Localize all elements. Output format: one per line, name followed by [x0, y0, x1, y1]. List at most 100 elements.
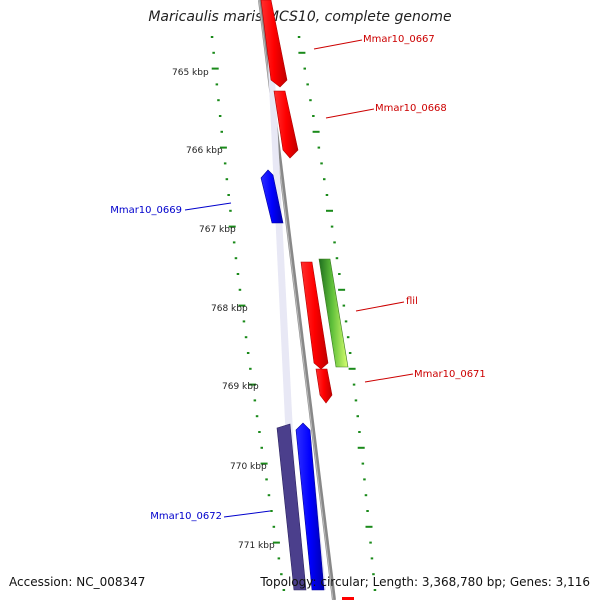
tick-mark	[272, 541, 280, 544]
tick-mark	[330, 225, 334, 228]
tick-mark	[370, 557, 374, 560]
tick-mark	[365, 525, 373, 528]
tick-mark	[303, 67, 306, 70]
tick-mark	[228, 225, 236, 228]
tick-mark	[326, 209, 333, 212]
tick-mark	[211, 67, 219, 70]
tick-mark	[265, 478, 268, 481]
gene-label[interactable]: Mmar10_0672	[150, 511, 222, 522]
tick-mark	[372, 573, 375, 576]
tick-mark	[361, 462, 365, 465]
tick-mark	[317, 146, 321, 149]
tick-mark	[277, 557, 281, 560]
tick-mark	[320, 162, 323, 165]
tick-mark	[298, 51, 306, 54]
gene-label[interactable]: Mmar10_0669	[110, 205, 182, 216]
gene-mmar10-0671[interactable]	[315, 368, 333, 404]
tick-mark	[249, 367, 252, 370]
tick-mark	[236, 273, 240, 275]
leader-line	[325, 108, 375, 119]
tick-mark	[218, 115, 222, 117]
tick-mark	[270, 510, 273, 512]
tick-mark	[346, 336, 350, 339]
tick-mark	[348, 352, 352, 354]
tick-mark	[325, 194, 329, 196]
gene-mmar10-0672-a[interactable]	[276, 423, 307, 591]
tick-mark	[258, 431, 261, 433]
leader-line	[223, 510, 271, 518]
tick-mark	[225, 178, 229, 181]
tick-mark	[244, 336, 248, 339]
tick-mark	[357, 446, 365, 449]
tick-mark	[217, 99, 220, 102]
kbp-label: 765 kbp	[172, 68, 209, 78]
leader-line	[313, 39, 363, 50]
tick-mark	[306, 83, 309, 86]
tick-mark	[227, 194, 230, 196]
kbp-label: 769 kbp	[222, 382, 259, 392]
tick-mark	[238, 304, 246, 307]
tick-mark	[280, 573, 283, 576]
gene-label[interactable]: flil	[406, 296, 418, 307]
tick-mark	[267, 494, 271, 497]
kbp-label: 771 kbp	[238, 541, 275, 551]
kbp-label: 768 kbp	[211, 304, 248, 314]
tick-mark	[215, 83, 219, 86]
tick-mark	[312, 130, 320, 133]
tick-mark	[309, 99, 312, 102]
kbp-label: 770 kbp	[230, 462, 267, 472]
tick-mark	[352, 383, 356, 386]
leader-line	[355, 301, 405, 312]
tick-mark	[364, 494, 368, 497]
gene-mmar10-0667[interactable]	[260, 0, 288, 88]
tick-mark	[253, 399, 257, 402]
tick-mark	[338, 288, 346, 291]
gene-mmar10-0669[interactable]	[260, 169, 284, 224]
tick-mark	[255, 415, 259, 418]
tick-mark	[363, 478, 366, 481]
tick-mark	[242, 320, 246, 323]
accession-text: Accession: NC_008347	[9, 575, 146, 589]
tick-mark	[223, 162, 227, 165]
gene-label[interactable]: Mmar10_0668	[375, 103, 447, 114]
gene-mmar10-0668[interactable]	[273, 90, 299, 159]
gene-flil[interactable]	[318, 258, 349, 368]
tick-mark	[348, 367, 356, 370]
tick-mark	[229, 209, 232, 212]
tick-mark	[282, 589, 286, 591]
tick-mark	[333, 241, 336, 244]
kbp-label: 767 kbp	[199, 225, 236, 235]
kbp-label: 766 kbp	[186, 146, 223, 156]
leader-line	[184, 202, 232, 211]
tick-marks	[210, 36, 377, 591]
tick-mark	[260, 462, 268, 465]
tick-mark	[219, 146, 227, 149]
tick-mark	[323, 178, 326, 181]
tick-mark	[356, 415, 359, 418]
tick-mark	[373, 589, 377, 591]
tick-mark	[234, 257, 238, 260]
tick-mark	[210, 36, 214, 38]
tick-mark	[238, 288, 242, 291]
tick-mark	[344, 320, 348, 323]
tick-mark	[342, 304, 346, 307]
tick-mark	[335, 257, 339, 260]
gene-label[interactable]: Mmar10_0671	[414, 369, 486, 380]
gene-label[interactable]: Mmar10_0667	[363, 34, 435, 45]
gene-mmar10-0670[interactable]	[300, 261, 329, 370]
tick-mark	[354, 399, 358, 402]
tick-mark	[212, 51, 215, 54]
tick-mark	[338, 273, 341, 275]
tick-mark	[220, 130, 223, 133]
leader-line	[364, 373, 414, 383]
tick-mark	[272, 525, 276, 528]
tick-mark	[249, 383, 257, 386]
tick-mark	[358, 431, 361, 433]
tick-mark	[312, 115, 315, 117]
gene-fragment	[342, 597, 354, 600]
gene-mmar10-0672-b[interactable]	[295, 422, 325, 591]
genome-summary-text: Topology: circular; Length: 3,368,780 bp…	[260, 575, 590, 589]
tick-mark	[232, 241, 236, 244]
tick-mark	[260, 446, 263, 449]
